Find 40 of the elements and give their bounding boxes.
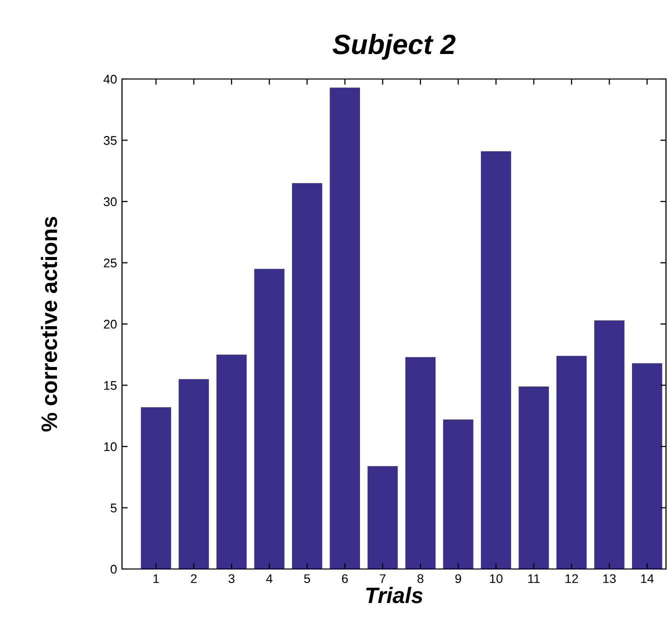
x-tick-label: 7 — [380, 574, 386, 583]
y-axis-title: % corrective actions — [40, 216, 58, 432]
bar — [594, 320, 624, 569]
bar — [292, 183, 322, 569]
bar — [405, 357, 436, 569]
y-tick-label: 30 — [104, 197, 117, 206]
bar — [178, 379, 209, 569]
x-tick-label: 4 — [266, 574, 272, 583]
y-tick-label: 40 — [104, 74, 117, 84]
bar — [443, 420, 474, 569]
x-tick-label: 11 — [528, 574, 540, 583]
x-tick-label: 2 — [190, 574, 197, 583]
bar — [368, 466, 398, 569]
y-tick-label: 20 — [104, 320, 117, 329]
y-tick-label: 5 — [110, 504, 117, 512]
bar — [632, 363, 662, 569]
y-tick-label: 35 — [104, 136, 117, 145]
x-axis-title: Trials — [366, 586, 423, 604]
x-tick-label: 13 — [603, 574, 616, 584]
x-tick-label: 10 — [490, 574, 502, 584]
bar — [480, 151, 512, 569]
bar — [140, 407, 172, 569]
chart-title: Subject 2 — [332, 34, 456, 60]
bar — [556, 356, 587, 569]
y-tick-label: 15 — [104, 381, 117, 390]
x-tick-label: 3 — [228, 574, 234, 584]
y-tick-label: 10 — [104, 442, 117, 452]
y-tick-label: 25 — [104, 258, 117, 268]
bar — [518, 386, 549, 569]
x-tick-label: 12 — [566, 574, 578, 583]
x-tick-label: 5 — [304, 574, 310, 584]
y-tick-label: 0 — [110, 564, 117, 574]
bar — [216, 354, 247, 569]
x-tick-label: 8 — [418, 574, 424, 584]
x-tick-label: 6 — [342, 574, 348, 584]
bar — [254, 268, 284, 569]
bar — [330, 88, 360, 569]
x-tick-label: 9 — [455, 574, 462, 584]
x-tick-label: 14 — [641, 574, 654, 583]
x-tick-label: 1 — [153, 574, 159, 583]
